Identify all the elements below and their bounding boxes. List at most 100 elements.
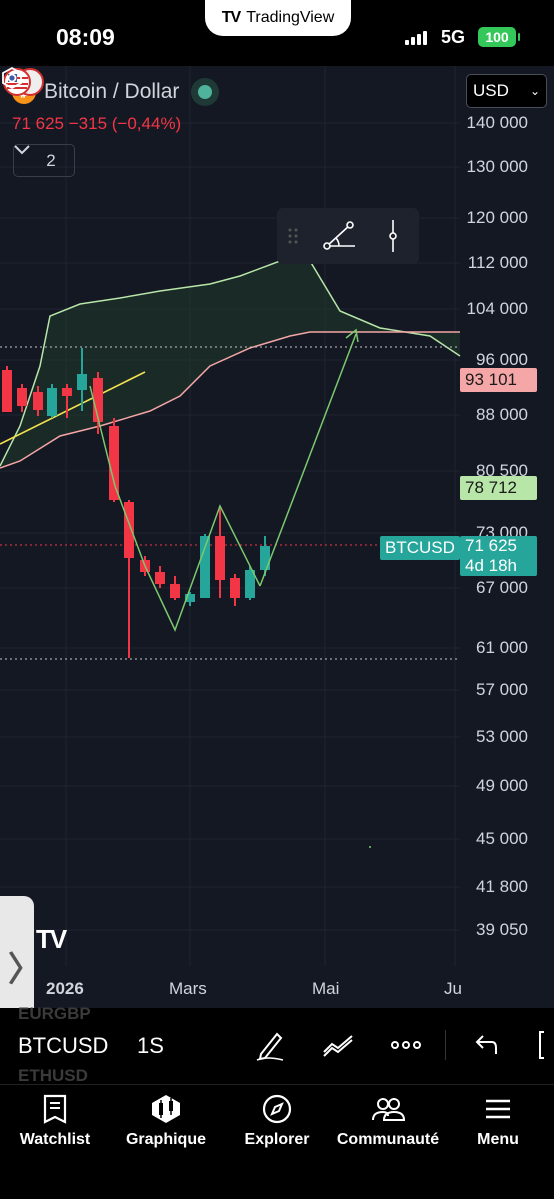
time-label: Mars [169, 979, 207, 998]
draw-tool-pen-icon[interactable] [253, 1028, 287, 1062]
trend-line [0, 371, 146, 445]
chart-canvas[interactable] [0, 66, 554, 1008]
candle-body [77, 374, 87, 390]
candle-body [124, 502, 134, 558]
candles [2, 348, 270, 658]
projection-arrow [259, 333, 357, 587]
last-price: 71 625 [12, 114, 64, 133]
chart-area[interactable]: ₿ Bitcoin / Dollar 71 625 −315 (−0,44%) … [0, 66, 554, 1008]
price-axis-label: 61 000 [476, 638, 528, 657]
chart-toolbar: EURGBP BTCUSD ETHUSD 1S [0, 1004, 554, 1085]
candle-body [185, 594, 195, 602]
price-axis-label: 130 000 [466, 157, 528, 176]
ghost-symbol-below: ETHUSD [18, 1066, 88, 1085]
current-price: 71 625 [465, 536, 517, 555]
time-label: Ju [444, 979, 462, 998]
community-icon [372, 1098, 406, 1121]
symbol-title[interactable]: Bitcoin / Dollar [44, 80, 180, 103]
tradingview-pill[interactable]: TV TradingView [205, 0, 351, 36]
market-open-icon[interactable] [191, 78, 220, 106]
chevron-down-icon: ⌄ [529, 84, 540, 98]
drawing-tool-popup [277, 208, 419, 264]
candle-body [170, 584, 180, 598]
tab-explorer[interactable]: Explorer [243, 1093, 311, 1149]
currency-value: USD [473, 81, 509, 100]
price-axis-label: 104 000 [466, 299, 528, 318]
candle-body [109, 426, 119, 500]
current-price-tag: 71 625 4d 18h [460, 536, 537, 576]
price-axis-label: 49 000 [476, 776, 528, 795]
time-label: Mai [312, 979, 340, 998]
fullscreen-icon[interactable] [530, 1028, 554, 1062]
bottom-tab-bar: Watchlist Graphique Explorer Communauté [0, 1084, 554, 1199]
chart-icon [152, 1095, 180, 1123]
currency-select[interactable]: USD ⌄ [466, 74, 547, 108]
watchlist-icon [43, 1094, 67, 1124]
symbol-search-button[interactable]: BTCUSD [18, 1033, 109, 1058]
candle-body [62, 388, 72, 396]
trend-angle-tool-icon [323, 221, 355, 250]
indicators-toggle-button[interactable]: 2 [13, 144, 75, 177]
status-bar: 08:09 TV TradingView 5G 100 [0, 0, 554, 66]
tab-label: Communauté [336, 1131, 440, 1148]
candle-body [93, 378, 103, 422]
menu-icon [486, 1099, 510, 1119]
tab-communaute[interactable]: Communauté [336, 1093, 440, 1149]
price-axis-label: 53 000 [476, 727, 528, 746]
tab-label: Explorer [244, 1131, 310, 1148]
candle-body [260, 546, 270, 570]
price-change: −315 [68, 114, 108, 133]
more-options-icon[interactable] [389, 1028, 423, 1062]
time-label: 2026 [46, 979, 84, 998]
indicators-count: 2 [46, 150, 56, 170]
candle-body [2, 370, 12, 412]
price-axis-label: 39 050 [476, 920, 528, 939]
tab-graphique[interactable]: Graphique [125, 1093, 207, 1149]
undo-icon[interactable] [468, 1028, 502, 1062]
expand-panel-button[interactable]: 〉 [0, 896, 42, 1008]
tradingview-watermark-icon: TV [36, 924, 67, 954]
candle-body [200, 536, 210, 598]
symbol-header[interactable]: ₿ Bitcoin / Dollar [12, 78, 220, 106]
price-axis-label: 67 000 [476, 578, 528, 597]
cloud-upper-line [0, 260, 461, 467]
candle-body [33, 392, 43, 410]
compass-icon [262, 1094, 292, 1124]
arrow-head-icon [345, 328, 359, 343]
interval-button[interactable]: 1S [137, 1033, 164, 1058]
ichimoku-cloud [0, 261, 460, 468]
tab-menu[interactable]: Menu [472, 1093, 524, 1149]
candle-body [155, 572, 165, 584]
vertical-line-tool-icon [389, 220, 397, 252]
battery-icon: 100 [478, 27, 520, 47]
candle-countdown: 4d 18h [465, 556, 517, 575]
price-axis-label: 45 000 [476, 829, 528, 848]
ghost-symbol-above: EURGBP [18, 1004, 91, 1023]
price-axis-label: 112 000 [467, 253, 528, 272]
price-axis-label: 88 000 [476, 405, 528, 424]
price-axis-label: 41 800 [476, 877, 528, 896]
tab-label: Menu [477, 1131, 519, 1148]
price-change-pct: (−0,44%) [111, 114, 182, 133]
trend-lines-icon[interactable] [321, 1028, 355, 1062]
tradingview-logo-icon: TV [221, 9, 241, 26]
tab-watchlist[interactable]: Watchlist [18, 1093, 92, 1149]
clock: 08:09 [56, 24, 115, 50]
tab-label: Watchlist [19, 1131, 91, 1148]
price-axis-label: 120 000 [466, 208, 528, 227]
candle-body [47, 388, 57, 416]
symbol-price-tag: BTCUSD [380, 536, 460, 560]
tab-label: Graphique [125, 1131, 206, 1148]
cloud-lower-price-tag: 78 712 [460, 476, 537, 500]
candle-body [215, 536, 225, 580]
chevron-right-icon: 〉 [8, 951, 42, 989]
network-type: 5G [441, 27, 466, 47]
chart-settings-icon[interactable] [0, 66, 24, 90]
toolbar-divider [445, 1030, 446, 1060]
price-axis-label: 140 000 [466, 113, 528, 132]
candle-body [230, 578, 240, 598]
candle-body [17, 388, 27, 406]
signal-icon [405, 31, 427, 45]
zigzag-drawing [89, 385, 261, 632]
economic-events-icon[interactable] [0, 66, 48, 98]
